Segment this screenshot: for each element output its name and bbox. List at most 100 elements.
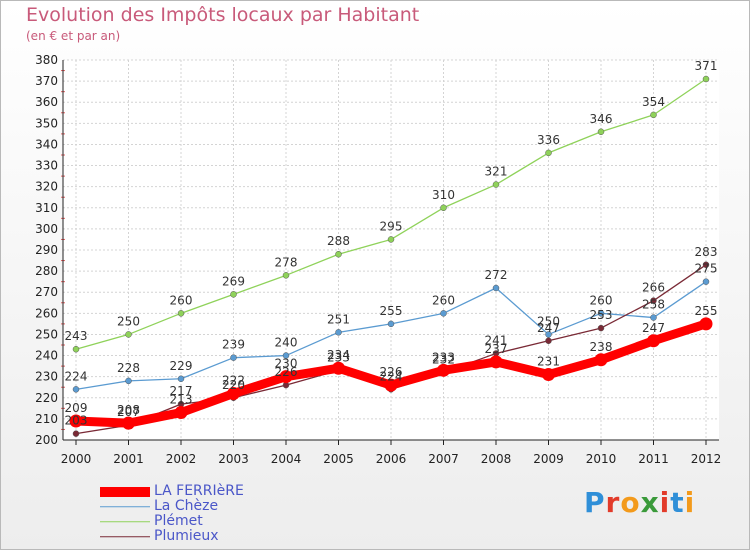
y-tick-label: 310 bbox=[35, 201, 58, 215]
data-label-la-ferriere: 234 bbox=[327, 348, 350, 362]
data-point-la-ferriere bbox=[437, 363, 450, 377]
data-point-plemet bbox=[440, 204, 447, 212]
logo-letter: x bbox=[640, 486, 660, 519]
data-label-la-cheze: 224 bbox=[65, 369, 88, 383]
data-label-la-ferriere: 222 bbox=[222, 374, 245, 388]
data-label-la-ferriere: 230 bbox=[275, 357, 298, 371]
data-point-la-cheze bbox=[492, 284, 500, 292]
data-point-plumieux bbox=[597, 324, 605, 332]
data-label-la-cheze: 240 bbox=[275, 336, 298, 350]
x-tick-label: 2012 bbox=[691, 452, 722, 466]
x-tick-label: 2009 bbox=[533, 452, 564, 466]
y-tick-label: 370 bbox=[35, 74, 58, 88]
data-label-la-ferriere: 255 bbox=[695, 304, 718, 318]
y-tick-label: 200 bbox=[35, 433, 58, 447]
proxiti-logo: Proxiti bbox=[584, 486, 695, 519]
data-label-plemet: 278 bbox=[275, 255, 298, 269]
data-point-plemet bbox=[545, 149, 552, 157]
legend-swatch-la-ferriere bbox=[100, 486, 150, 497]
data-label-la-cheze: 251 bbox=[327, 312, 350, 326]
data-label-plumieux: 217 bbox=[170, 384, 193, 398]
data-point-plemet bbox=[492, 181, 500, 188]
data-point-la-cheze bbox=[597, 310, 605, 317]
data-point-plumieux bbox=[545, 337, 552, 345]
data-label-plumieux: 266 bbox=[642, 281, 665, 295]
data-point-la-cheze bbox=[335, 329, 342, 336]
y-tick-label: 300 bbox=[35, 222, 58, 236]
y-tick-label: 260 bbox=[35, 306, 58, 320]
data-point-plumieux bbox=[72, 430, 80, 437]
data-label-la-cheze: 260 bbox=[432, 293, 455, 307]
data-label-la-cheze: 275 bbox=[695, 262, 718, 276]
data-label-la-ferriere: 231 bbox=[537, 355, 560, 369]
x-tick-label: 2008 bbox=[481, 452, 512, 466]
data-point-plemet bbox=[597, 128, 605, 136]
data-label-la-ferriere: 233 bbox=[432, 350, 455, 364]
data-point-plemet bbox=[72, 345, 80, 353]
data-point-la-ferriere bbox=[594, 353, 608, 367]
y-tick-label: 350 bbox=[35, 116, 58, 130]
data-point-la-ferriere bbox=[542, 368, 555, 382]
data-label-plemet: 346 bbox=[590, 112, 613, 126]
data-point-plemet bbox=[230, 291, 237, 298]
data-point-la-ferriere bbox=[279, 370, 293, 384]
data-label-plumieux: 224 bbox=[380, 369, 403, 383]
data-point-la-cheze bbox=[702, 278, 710, 285]
legend-swatch-la-cheze bbox=[100, 505, 150, 508]
data-label-plemet: 288 bbox=[327, 234, 350, 248]
logo-letter: o bbox=[620, 486, 641, 519]
data-point-la-cheze bbox=[177, 375, 185, 383]
x-tick-label: 2003 bbox=[218, 452, 249, 466]
y-tick-label: 230 bbox=[35, 370, 58, 384]
data-label-la-cheze: 239 bbox=[222, 338, 245, 352]
data-label-plemet: 371 bbox=[695, 59, 718, 73]
data-point-la-cheze bbox=[545, 331, 552, 338]
data-label-plumieux: 220 bbox=[222, 378, 245, 392]
data-point-la-cheze bbox=[440, 310, 447, 317]
logo-letter: i bbox=[659, 486, 671, 519]
data-label-la-cheze: 255 bbox=[380, 304, 403, 318]
data-label-plumieux: 233 bbox=[327, 350, 350, 364]
data-label-la-cheze: 272 bbox=[485, 268, 508, 282]
data-point-la-ferriere bbox=[122, 416, 135, 430]
y-tick-label: 380 bbox=[35, 53, 58, 67]
legend-swatch-plemet bbox=[100, 520, 150, 523]
data-label-la-ferriere: 247 bbox=[642, 321, 665, 335]
data-label-plumieux: 207 bbox=[117, 405, 140, 419]
legend-swatch-plumieux bbox=[100, 535, 150, 538]
data-point-la-cheze bbox=[230, 354, 237, 361]
data-label-plumieux: 226 bbox=[275, 365, 298, 379]
data-label-plemet: 250 bbox=[117, 314, 140, 328]
data-label-plumieux: 232 bbox=[432, 352, 455, 366]
data-point-la-cheze bbox=[125, 377, 132, 385]
chart-subtitle: (en € et par an) bbox=[26, 29, 121, 43]
x-tick-label: 2001 bbox=[113, 452, 144, 466]
y-tick-label: 280 bbox=[35, 264, 58, 278]
data-label-plemet: 336 bbox=[537, 133, 560, 147]
data-label-la-cheze: 260 bbox=[590, 293, 613, 307]
data-label-plemet: 269 bbox=[222, 274, 245, 288]
data-label-la-ferriere: 237 bbox=[485, 342, 508, 356]
legend-label-la-ferriere: LA FERRIèRE bbox=[154, 483, 244, 499]
logo-letter: r bbox=[605, 486, 621, 519]
data-point-la-cheze bbox=[650, 314, 657, 321]
y-tick-label: 210 bbox=[35, 412, 58, 426]
x-tick-label: 2010 bbox=[586, 452, 617, 466]
data-label-la-cheze: 229 bbox=[170, 359, 193, 373]
data-label-plemet: 354 bbox=[642, 95, 665, 109]
data-point-plemet bbox=[650, 111, 657, 119]
data-point-plemet bbox=[282, 272, 290, 279]
data-point-la-ferriere bbox=[384, 378, 398, 392]
data-point-la-cheze bbox=[72, 386, 80, 393]
y-tick-label: 270 bbox=[35, 285, 58, 299]
x-tick-label: 2002 bbox=[166, 452, 197, 466]
data-label-la-ferriere: 213 bbox=[170, 393, 193, 407]
data-label-plumieux: 253 bbox=[590, 308, 613, 322]
legend-label-la-cheze: La Chèze bbox=[154, 498, 219, 514]
data-label-la-ferriere: 208 bbox=[117, 403, 140, 417]
data-point-plemet bbox=[177, 310, 185, 317]
logo-letter: i bbox=[684, 486, 696, 519]
legend-label-plemet: Plémet bbox=[154, 513, 203, 529]
data-label-plumieux: 203 bbox=[65, 414, 88, 428]
